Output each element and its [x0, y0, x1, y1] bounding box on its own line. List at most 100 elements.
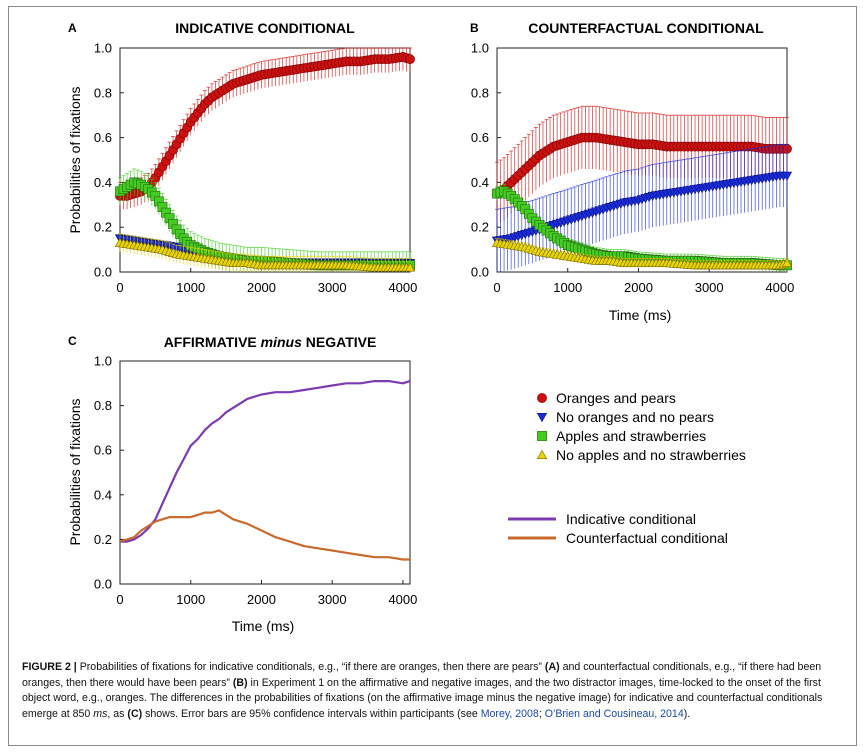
y-tick-label: 0.0 — [471, 265, 489, 280]
legend-item-no-oranges-and-no-pears: No oranges and no pears — [536, 409, 714, 425]
y-tick-label: 0.8 — [94, 398, 112, 413]
x-tick-label: 1000 — [176, 280, 205, 295]
point-no-apples-and-no-strawberries — [404, 262, 416, 272]
x-tick-label: 4000 — [388, 592, 417, 607]
legend-label: No oranges and no pears — [556, 409, 714, 425]
series-oranges-and-pears — [492, 105, 792, 225]
panel-c-title-suffix: NEGATIVE — [302, 334, 376, 350]
y-tick-label: 0.2 — [94, 220, 112, 235]
legend-label: No apples and no strawberries — [556, 447, 746, 463]
y-tick-label: 0.8 — [94, 85, 112, 100]
panel-b: B COUNTERFACTUAL CONDITIONAL 0.00.20.40.… — [470, 20, 794, 323]
panel-c-title-prefix: AFFIRMATIVE — [164, 334, 261, 350]
series-indicative-conditional — [120, 380, 411, 543]
legend-marker-no-apples-and-no-strawberries — [536, 449, 548, 459]
legend-item-oranges-and-pears: Oranges and pears — [537, 390, 676, 406]
panel-c-title-italic: minus — [261, 334, 302, 350]
caption-bold-c: (C) — [127, 707, 143, 720]
figure-panels: A INDICATIVE CONDITIONAL Probabilities o… — [67, 20, 794, 634]
caption-text-5: shows. Error bars are 95% confidence int… — [142, 707, 481, 720]
caption-text-3: in Experiment 1 on the affirmative and n… — [22, 676, 823, 720]
panel-c: C AFFIRMATIVE minus NEGATIVE Probabiliti… — [67, 334, 417, 634]
panel-b-xlabel: Time (ms) — [609, 307, 671, 323]
y-tick-label: 0.4 — [471, 175, 489, 190]
panel-a-ylabel: Probabilities of fixations — [67, 86, 83, 233]
panel-c-xlabel: Time (ms) — [232, 618, 294, 634]
legend-markers: Oranges and pears No oranges and no pears… — [536, 390, 746, 463]
series-no-apples-and-no-strawberries — [114, 233, 416, 272]
panel-c-ylabel: Probabilities of fixations — [67, 398, 83, 545]
y-tick-label: 0.6 — [94, 443, 112, 458]
x-tick-label: 2000 — [247, 280, 276, 295]
y-tick-label: 0.4 — [94, 175, 112, 190]
legend-item-indicative-conditional: Indicative conditional — [508, 511, 696, 527]
x-tick-label: 4000 — [765, 280, 794, 295]
legend-label: Oranges and pears — [556, 390, 676, 406]
panel-letter-c: C — [68, 334, 77, 348]
caption-italic-ms: ms — [93, 707, 108, 720]
panel-a-title: INDICATIVE CONDITIONAL — [175, 20, 355, 36]
y-tick-label: 0.6 — [471, 130, 489, 145]
x-tick-label: 2000 — [624, 280, 653, 295]
panel-a-series — [114, 47, 416, 272]
panel-b-axes: 0.0 0.2 0.4 0.6 0.8 1.0 0 1000 2000 3000 4000 — [471, 41, 794, 296]
caption-ref-morey[interactable]: Morey, 2008 — [480, 707, 539, 720]
legend-label: Counterfactual conditional — [566, 530, 728, 546]
panel-b-title: COUNTERFACTUAL CONDITIONAL — [528, 20, 764, 36]
caption-bold-a: (A) — [544, 661, 560, 673]
y-tick-label: 0.2 — [471, 220, 489, 235]
x-tick-label: 1000 — [176, 592, 205, 607]
point-no-apples-and-no-strawberries — [781, 257, 793, 268]
panel-c-axes: 0.0 0.2 0.4 0.6 0.8 1.0 0 1000 2000 3000 4000 — [94, 354, 417, 608]
legend-label: Indicative conditional — [566, 511, 696, 527]
x-tick-label: 2000 — [247, 592, 276, 607]
panel-a: A INDICATIVE CONDITIONAL Probabilities o… — [67, 20, 417, 295]
caption-text-2: and counterfactual conditionals, e.g., “… — [22, 661, 822, 689]
legend-item-counterfactual-conditional: Counterfactual conditional — [508, 530, 728, 546]
legend-label: Apples and strawberries — [556, 428, 706, 444]
figure-caption: FIGURE 2 | Probabilities of fixations fo… — [22, 660, 844, 722]
caption-bold-b: (B) — [232, 676, 248, 689]
panel-letter-a: A — [68, 21, 77, 35]
y-tick-label: 0.0 — [94, 577, 112, 592]
panel-a-axes: 0.0 0.2 0.4 0.6 0.8 1.0 0 1000 2000 3000 4000 — [94, 41, 417, 296]
panel-c-series — [119, 380, 411, 561]
series-no-apples-and-no-strawberries — [491, 237, 793, 270]
y-tick-label: 0.6 — [94, 130, 112, 145]
x-tick-label: 0 — [116, 592, 123, 607]
x-tick-label: 3000 — [318, 280, 347, 295]
panel-c-plot-area — [119, 360, 411, 585]
caption-text-6: ; — [538, 707, 545, 720]
caption-figure-label: FIGURE 2 | — [22, 661, 77, 673]
x-tick-label: 1000 — [553, 280, 582, 295]
y-tick-label: 1.0 — [94, 354, 112, 369]
panel-letter-b: B — [470, 21, 479, 35]
x-tick-label: 3000 — [695, 280, 724, 295]
x-tick-label: 0 — [493, 280, 500, 295]
y-tick-label: 1.0 — [94, 41, 112, 56]
legend-marker-oranges-and-pears — [537, 393, 547, 403]
legend-marker-apples-and-strawberries — [537, 431, 547, 441]
line-indicative-conditional — [120, 380, 411, 543]
legend-marker-no-oranges-and-no-pears — [536, 413, 548, 423]
x-tick-label: 0 — [116, 280, 123, 295]
x-tick-label: 4000 — [388, 280, 417, 295]
y-tick-label: 0.4 — [94, 487, 112, 502]
panel-b-series — [491, 105, 793, 272]
caption-text-7: ). — [683, 707, 691, 720]
legend-lines: Indicative conditional Counterfactual con… — [508, 511, 728, 546]
caption-ref-obrien[interactable]: O’Brien and Cousineau, 2014 — [544, 707, 684, 720]
y-tick-label: 0.8 — [471, 85, 489, 100]
y-tick-label: 1.0 — [471, 41, 489, 56]
point-no-oranges-and-no-pears — [781, 171, 793, 181]
series-counterfactual-conditional — [119, 509, 410, 561]
figure-frame — [8, 6, 857, 746]
x-tick-label: 3000 — [318, 592, 347, 607]
caption-text-4: , as — [107, 707, 128, 720]
legend-item-no-apples-and-no-strawberries: No apples and no strawberries — [536, 447, 746, 463]
y-tick-label: 0.0 — [94, 265, 112, 280]
legend-item-apples-and-strawberries: Apples and strawberries — [537, 428, 706, 444]
point-oranges-and-pears — [405, 54, 415, 65]
panel-c-title: AFFIRMATIVE minus NEGATIVE — [164, 334, 377, 350]
